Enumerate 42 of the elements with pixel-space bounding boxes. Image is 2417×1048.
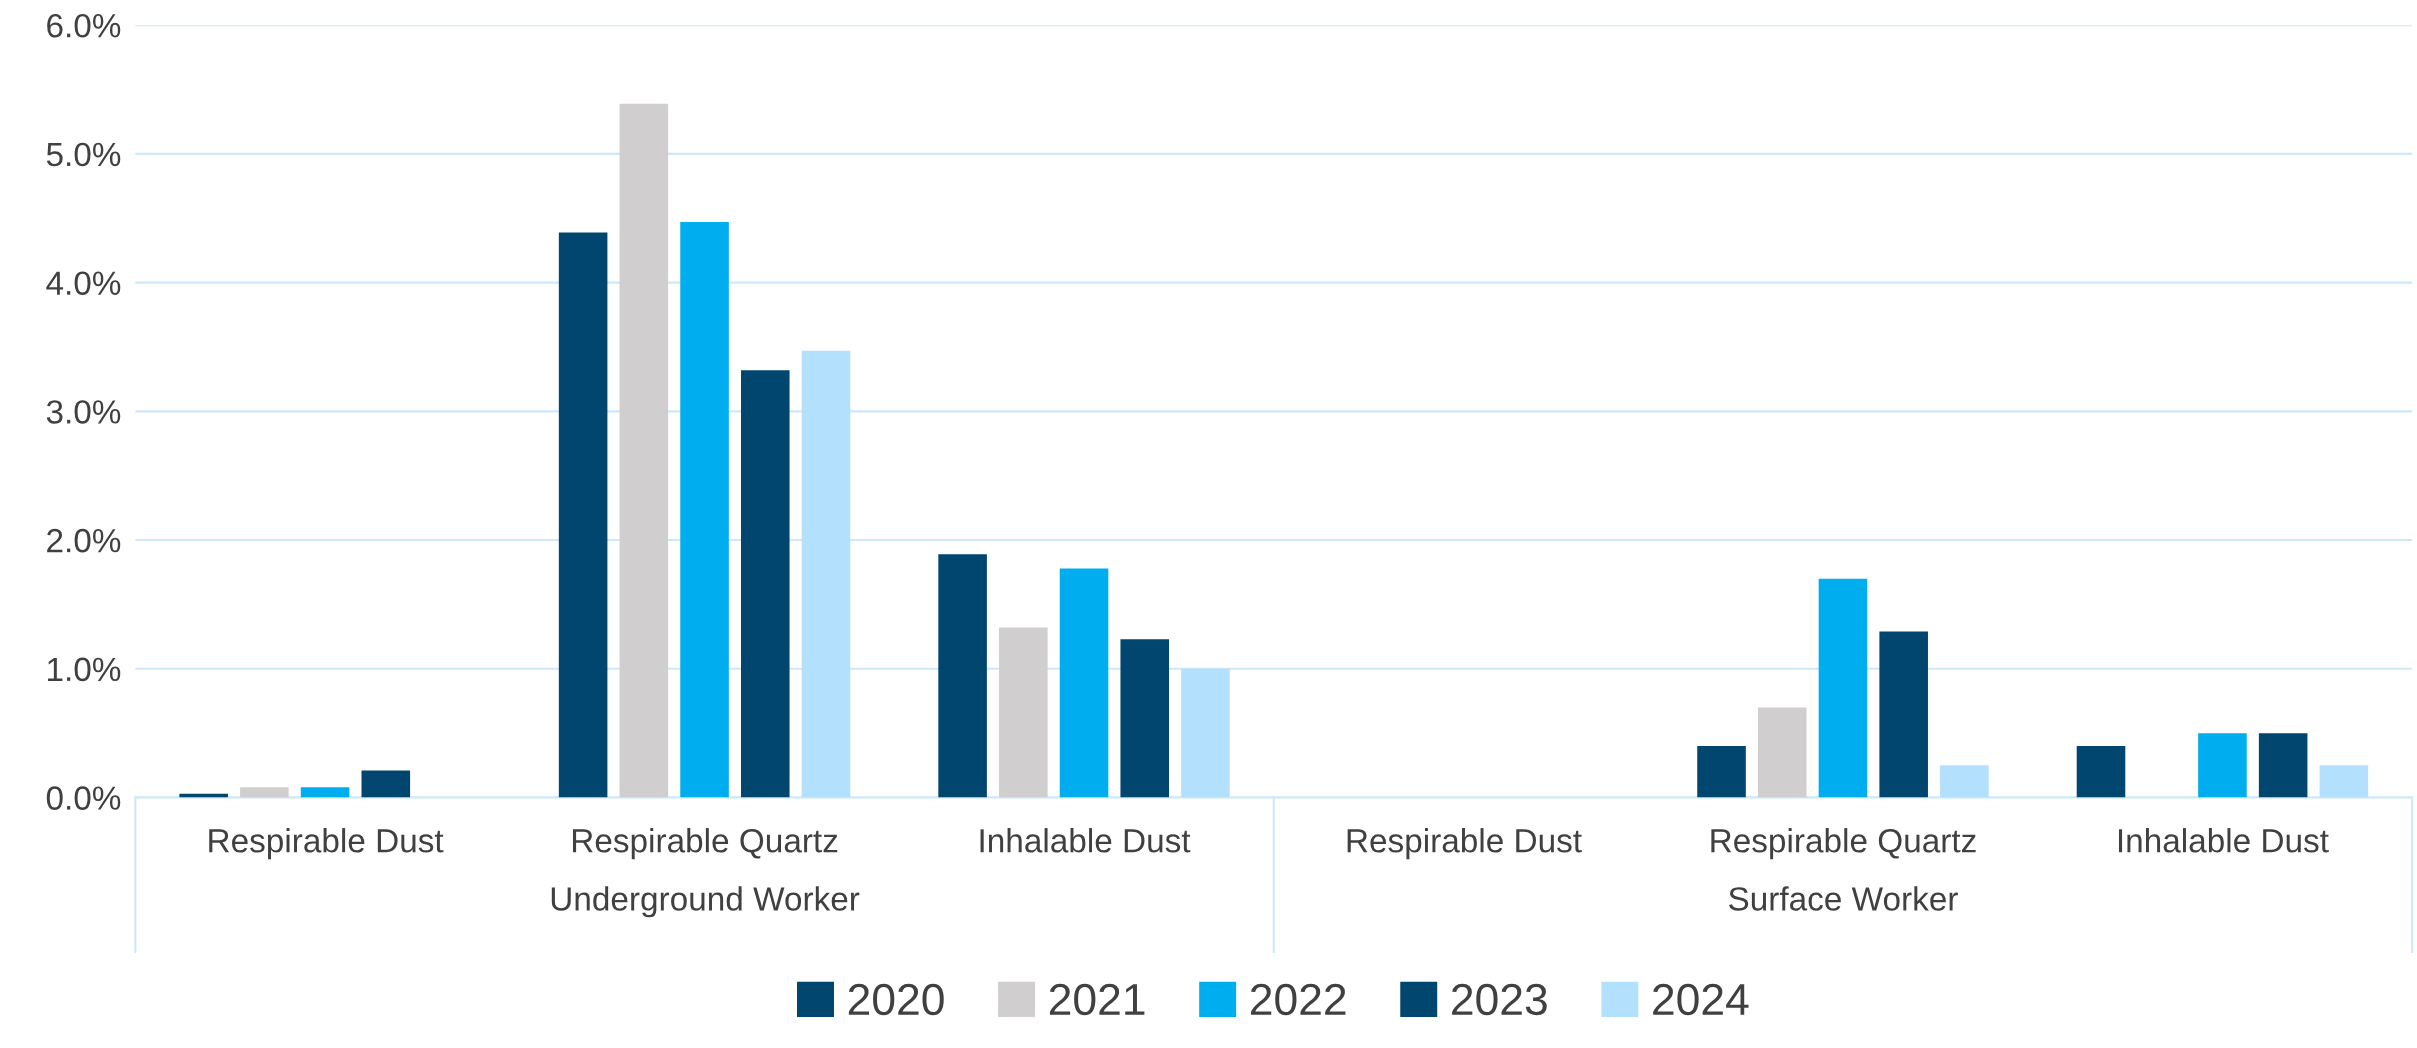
bar <box>2076 746 2126 798</box>
bar <box>1940 765 1989 798</box>
x-tick-label: Respirable Quartz <box>1711 828 1976 860</box>
y-tick-label: 1.0% <box>48 657 121 682</box>
bar <box>1757 707 1807 798</box>
legend-label: 2022 <box>1251 983 1346 1016</box>
bar <box>619 103 669 798</box>
legend-label: 2023 <box>1452 983 1547 1016</box>
y-tick-label: 0.0% <box>46 786 121 810</box>
bar <box>558 232 608 798</box>
legend-label: 2021 <box>1049 983 1145 1016</box>
bar <box>2319 765 2369 798</box>
x-tick-label: Respirable Dust <box>1347 828 1582 860</box>
bar <box>240 787 289 798</box>
bar <box>2198 733 2247 798</box>
y-tick-label: 4.0% <box>46 271 121 296</box>
legend-label: 2020 <box>848 983 944 1016</box>
bar <box>938 554 987 798</box>
y-tick-label: 5.0% <box>46 142 121 167</box>
legend-label: 2024 <box>1653 983 1749 1016</box>
x-tick-label: Respirable Quartz <box>572 828 838 860</box>
y-tick-label: 2.0% <box>47 528 121 553</box>
text: Underground Worker <box>551 886 860 918</box>
bar <box>300 787 350 798</box>
x-tick-label: Inhalable Dust <box>2118 828 2329 853</box>
bar <box>801 350 851 798</box>
y-tick-label: 6.0% <box>47 13 121 38</box>
bar <box>680 222 729 798</box>
x-tick-label: Inhalable Dust <box>980 828 1191 853</box>
bar <box>1120 639 1170 798</box>
bar <box>361 770 411 798</box>
x-tick-label: Respirable Dust <box>209 828 444 860</box>
bar <box>2258 733 2308 798</box>
bar <box>999 627 1048 798</box>
bar <box>1818 578 1868 798</box>
bar <box>1181 668 1230 798</box>
bar <box>1059 568 1109 798</box>
bar <box>740 370 790 798</box>
bar <box>1697 746 1746 798</box>
text: Surface Worker <box>1729 886 1958 911</box>
y-tick-label: 3.0% <box>46 400 121 424</box>
bar <box>1879 631 1928 798</box>
